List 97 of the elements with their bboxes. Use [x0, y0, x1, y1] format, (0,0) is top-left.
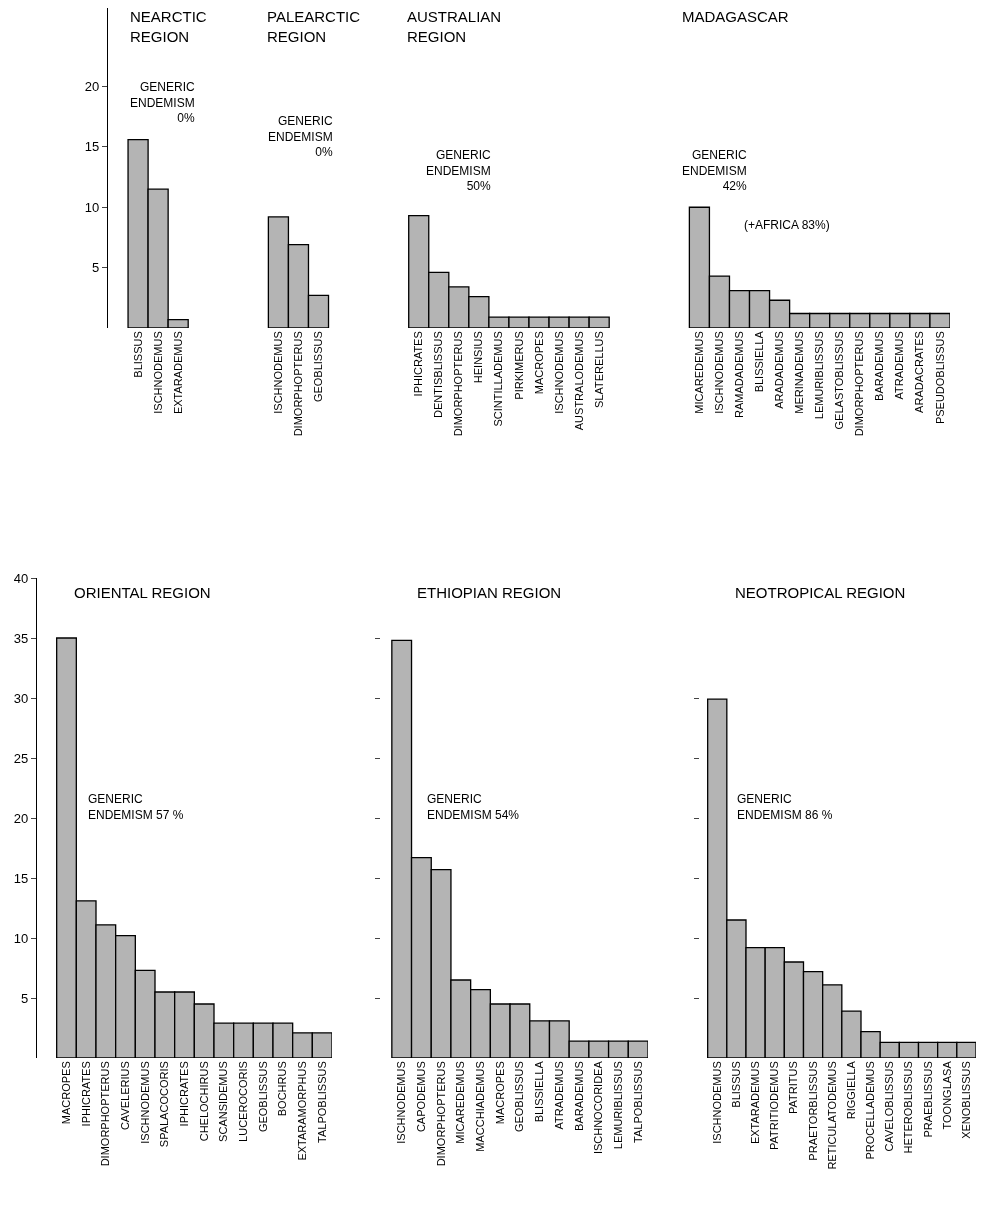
- x-tick-label: CAVELERIUS: [119, 1061, 132, 1131]
- annotation: PALEARCTIC REGION: [267, 8, 361, 45]
- y-tick-label: 15: [13, 870, 29, 886]
- y-tick-label: 5: [92, 260, 100, 276]
- y-tick-label: 25: [13, 750, 29, 766]
- x-tick-label: EXTARADEMUS: [171, 331, 184, 415]
- x-tick-label: CHELOCHIRUS: [197, 1061, 210, 1142]
- x-tick-label: GELASTOBLISSUS: [833, 331, 846, 430]
- x-tick-label: GEOBLISSUS: [256, 1061, 269, 1133]
- x-tick-label: ISCHNODEMUS: [710, 1061, 723, 1144]
- x-tick-label: DIMORPHOPTERUS: [434, 1061, 447, 1167]
- x-tick-label: RIGGIELLA: [844, 1060, 857, 1120]
- x-tick-label: PRAEBLISSUS: [921, 1061, 934, 1138]
- x-tick-label: TALPOBLISSUS: [631, 1061, 644, 1143]
- x-tick-label: ISCHNODEMUS: [713, 331, 726, 414]
- y-tick-label: 10: [84, 199, 100, 215]
- x-tick-label: SPALACOCORIS: [158, 1061, 171, 1148]
- x-tick-label: LUCEROCORIS: [237, 1061, 250, 1142]
- x-tick-label: ATRADEMUS: [893, 331, 906, 400]
- x-tick-label: MACROPES: [532, 331, 545, 395]
- x-tick-label: MACROPES: [493, 1061, 506, 1125]
- x-tick-label: MERINADEMUS: [793, 331, 806, 414]
- chart-title: ORIENTAL REGION: [74, 584, 211, 601]
- x-tick-label: BLISSUS: [131, 331, 144, 378]
- x-tick-label: CAVELOBLISSUS: [883, 1061, 896, 1152]
- x-tick-label: IPHICRATES: [178, 1061, 191, 1127]
- x-tick-label: MICAREDEMUS: [454, 1061, 467, 1144]
- x-tick-label: RAMADADEMUS: [733, 331, 746, 418]
- y-tick-label: 10: [13, 930, 29, 946]
- x-tick-label: ARADACRATES: [913, 331, 926, 413]
- annotation: GENERIC ENDEMISM 86 %: [737, 792, 833, 822]
- x-tick-label: SCINTILLADEMUS: [492, 331, 505, 427]
- annotation: GENERIC ENDEMISM 57 %: [88, 792, 184, 822]
- x-tick-label: BLISSUS: [729, 1061, 742, 1108]
- x-tick-label: ATRADEMUS: [552, 1061, 565, 1130]
- annotation: GENERIC ENDEMISM 0%: [268, 114, 333, 160]
- x-tick-label: ISCHNOCORIDEA: [592, 1060, 605, 1155]
- x-tick-label: ISCHNODEMUS: [552, 331, 565, 414]
- x-tick-label: BARADEMUS: [572, 1061, 585, 1131]
- x-tick-label: LEMURIBLISSUS: [612, 1061, 625, 1150]
- x-tick-label: XENOBLISSUS: [959, 1061, 972, 1139]
- annotation: NEARCTIC REGION: [130, 8, 207, 45]
- x-tick-label: EXTARAMORPHUS: [296, 1061, 309, 1161]
- y-tick-label: 20: [84, 79, 100, 95]
- x-tick-label: MACROPES: [60, 1061, 73, 1125]
- x-tick-label: ISCHNODEMUS: [271, 331, 284, 414]
- annotation: GENERIC ENDEMISM 42%: [682, 148, 747, 194]
- x-tick-label: IPHICRATES: [79, 1061, 92, 1127]
- y-tick-label: 35: [13, 630, 29, 646]
- x-tick-label: PATRITUS: [787, 1061, 800, 1114]
- y-tick-label: 30: [13, 690, 29, 706]
- x-tick-label: DENTISBLISSUS: [432, 331, 445, 419]
- annotation: MADAGASCAR: [682, 8, 789, 25]
- x-tick-label: ISCHNODEMUS: [395, 1061, 408, 1144]
- y-tick-label: 40: [13, 570, 29, 586]
- x-tick-label: PSEUDOBLISSUS: [933, 331, 946, 425]
- x-tick-label: PROCELLADEMUS: [864, 1061, 877, 1160]
- x-tick-label: LEMURIBLISSUS: [813, 331, 826, 420]
- x-tick-label: EXTARADEMUS: [749, 1061, 762, 1145]
- chart-title: ETHIOPIAN REGION: [417, 584, 562, 601]
- x-tick-label: PIRKIMERUS: [512, 331, 525, 400]
- x-tick-label: TALPOBLISSUS: [315, 1061, 328, 1143]
- x-tick-label: TOONGLASA: [940, 1060, 953, 1130]
- x-tick-label: MACCHIADEMUS: [474, 1061, 487, 1152]
- x-tick-label: ARADADEMUS: [773, 331, 786, 409]
- x-tick-label: DIMORPHOPTERUS: [292, 331, 305, 437]
- x-tick-label: RETICULATODEMUS: [825, 1061, 838, 1170]
- x-tick-label: BARADEMUS: [873, 331, 886, 401]
- x-tick-label: BLISSIELLA: [533, 1060, 546, 1123]
- annotation: GENERIC ENDEMISM 50%: [426, 148, 491, 194]
- annotation: (+AFRICA 83%): [744, 218, 830, 232]
- x-tick-label: MICAREDEMUS: [692, 331, 705, 414]
- x-tick-label: IPHICRATES: [412, 331, 425, 397]
- y-tick-label: 20: [13, 810, 29, 826]
- chart-title: NEOTROPICAL REGION: [735, 584, 906, 601]
- y-tick-label: 5: [21, 990, 29, 1006]
- x-tick-label: PATRITIODEMUS: [768, 1061, 781, 1151]
- x-tick-label: ISCHNODEMUS: [151, 331, 164, 414]
- x-tick-label: DIMORPHOPTERUS: [853, 331, 866, 437]
- x-tick-label: BOCHRUS: [276, 1061, 289, 1117]
- annotation: GENERIC ENDEMISM 54%: [427, 792, 520, 822]
- x-tick-label: AUSTRALODEMUS: [572, 331, 585, 431]
- x-tick-label: DIMORPHOPTERUS: [99, 1061, 112, 1167]
- annotation: AUSTRALIAN REGION: [407, 8, 502, 45]
- annotation: GENERIC ENDEMISM 0%: [130, 80, 195, 126]
- x-tick-label: DIMORPHOPTERUS: [452, 331, 465, 437]
- y-tick-label: 15: [84, 139, 100, 155]
- x-tick-label: PRAETORBLISSUS: [806, 1061, 819, 1161]
- x-tick-label: HEINSIUS: [472, 331, 485, 384]
- x-tick-label: GEOBLISSUS: [513, 1061, 526, 1133]
- x-tick-label: GEOBLISSUS: [312, 331, 325, 403]
- x-tick-label: SLATERELLUS: [592, 331, 605, 409]
- x-tick-label: BLISSIELLA: [753, 330, 766, 393]
- x-tick-label: CAPODEMUS: [414, 1061, 427, 1133]
- x-tick-label: ISCHNODEMUS: [138, 1061, 151, 1144]
- x-tick-label: SCANSIDEMUS: [217, 1061, 230, 1142]
- x-tick-label: HETEROBLISSUS: [902, 1061, 915, 1154]
